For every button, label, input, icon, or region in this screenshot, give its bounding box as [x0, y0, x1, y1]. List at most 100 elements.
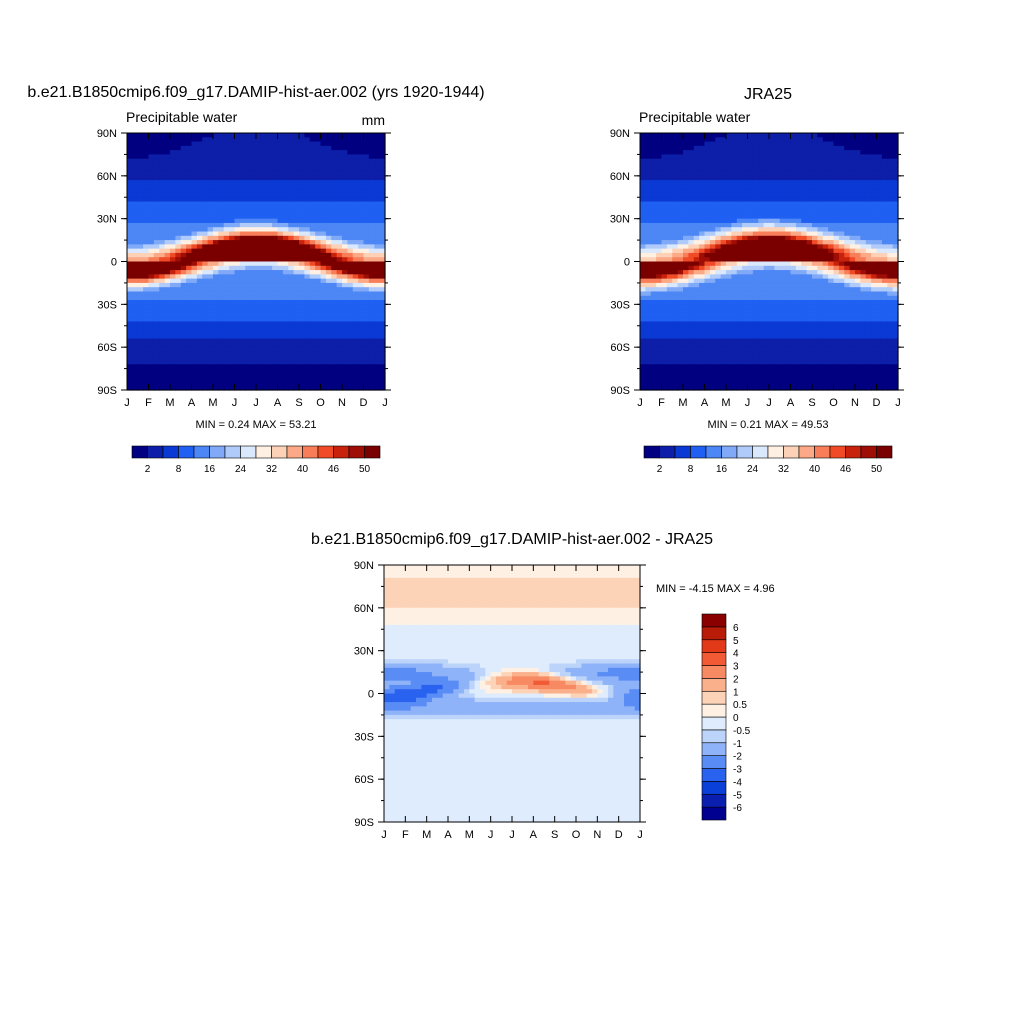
contour-cell: [282, 317, 289, 323]
contour-cell: [137, 312, 144, 318]
contour-cell: [186, 270, 193, 275]
contour-cell: [180, 381, 187, 387]
contour-cell: [876, 180, 883, 185]
contour-cell: [143, 368, 150, 374]
contour-cell: [645, 274, 652, 280]
contour-cell: [726, 287, 732, 293]
contour-cell: [822, 210, 829, 215]
contour-cell: [892, 158, 899, 164]
contour-cell: [790, 231, 797, 237]
contour-cell: [683, 184, 689, 190]
contour-cell: [164, 252, 171, 258]
contour-cell: [688, 287, 695, 293]
contour-cell: [234, 205, 241, 211]
contour-cell: [352, 304, 359, 310]
contour-cell: [256, 321, 262, 327]
contour-cell: [164, 312, 171, 318]
contour-cell: [374, 162, 381, 168]
contour-cell: [229, 133, 236, 138]
contour-cell: [368, 325, 375, 331]
contour-cell: [277, 252, 284, 258]
contour-cell: [715, 265, 722, 271]
contour-cell: [234, 210, 241, 215]
contour-cell: [320, 274, 327, 280]
contour-cell: [742, 244, 749, 250]
contour-cell: [282, 175, 289, 181]
contour-cell: [309, 244, 316, 250]
contour-cell: [132, 218, 139, 224]
contour-cell: [207, 304, 214, 310]
contour-cell: [731, 265, 738, 271]
contour-cell: [688, 291, 695, 297]
contour-cell: [342, 175, 348, 181]
contour-cell: [196, 214, 203, 220]
contour-cell: [699, 287, 706, 293]
contour-cell: [661, 180, 668, 185]
contour-cell: [239, 180, 246, 185]
colorbar-box: [255, 445, 272, 459]
contour-cell: [277, 377, 284, 383]
contour-cell: [164, 317, 171, 323]
contour-cell: [175, 312, 182, 318]
contour-cell: [892, 291, 899, 297]
contour-cell: [677, 180, 684, 185]
contour-cell: [769, 222, 775, 228]
contour-cell: [309, 385, 316, 391]
contour-cell: [650, 167, 657, 173]
contour-cell: [202, 265, 209, 271]
contour-cell: [143, 145, 150, 151]
contour-cell: [304, 154, 311, 160]
contour-cell: [127, 145, 133, 151]
contour-cell: [640, 150, 646, 156]
contour-cell: [148, 188, 155, 194]
contour-cell: [180, 321, 187, 327]
contour-cell: [207, 201, 214, 207]
contour-cell: [817, 218, 824, 224]
contour-cell: [699, 304, 706, 310]
contour-cell: [769, 252, 775, 258]
contour-cell: [640, 227, 646, 233]
contour-cell: [758, 167, 765, 173]
contour-cell: [266, 197, 273, 203]
contour-cell: [715, 308, 722, 314]
contour-cell: [368, 133, 375, 138]
contour-cell: [849, 222, 856, 228]
contour-cell: [699, 162, 706, 168]
contour-cell: [266, 372, 273, 378]
contour-cell: [191, 184, 198, 190]
contour-cell: [325, 330, 332, 335]
contour-cell: [175, 304, 182, 310]
contour-cell: [801, 162, 808, 168]
contour-cell: [304, 133, 311, 138]
contour-cell: [379, 158, 386, 164]
contour-cell: [127, 197, 133, 203]
contour-cell: [790, 197, 797, 203]
contour-cell: [785, 291, 792, 297]
contour-cell: [256, 330, 262, 335]
contour-cell: [374, 150, 381, 156]
contour-cell: [213, 321, 219, 327]
contour-cell: [363, 137, 370, 143]
contour-cell: [164, 278, 171, 284]
contour-cell: [207, 244, 214, 250]
contour-cell: [331, 162, 338, 168]
contour-cell: [704, 133, 711, 138]
contour-cell: [704, 308, 711, 314]
contour-cell: [153, 235, 160, 241]
contour-cell: [245, 197, 252, 203]
contour-cell: [709, 274, 716, 280]
contour-cell: [645, 270, 652, 275]
contour-cell: [202, 325, 209, 331]
contour-cell: [688, 133, 695, 138]
contour-cell: [838, 184, 845, 190]
contour-cell: [164, 201, 171, 207]
contour-cell: [720, 141, 727, 147]
contour-cell: [720, 175, 727, 181]
contour-cell: [186, 372, 193, 378]
contour-cell: [833, 167, 840, 173]
contour-cell: [876, 154, 883, 160]
contour-cell: [677, 287, 684, 293]
contour-cell: [822, 167, 829, 173]
contour-cell: [726, 300, 732, 305]
contour-cell: [661, 274, 668, 280]
